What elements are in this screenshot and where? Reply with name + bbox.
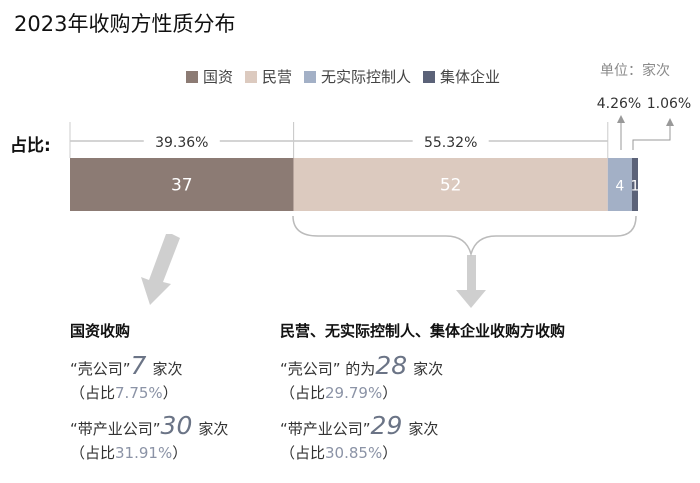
bar-value-label-3: 1: [631, 179, 640, 195]
right-block-industry-line: “带产业公司”29 家次: [280, 411, 565, 440]
legend-label: 集体企业: [440, 68, 501, 86]
bar-value-label-2: 4: [615, 179, 624, 195]
share-label-0: 39.36%: [155, 135, 208, 151]
right-shell-share-pct: 29.79%: [325, 384, 383, 402]
right-industry-share-prefix: （占比: [280, 444, 326, 462]
legend: 国资 民营 无实际控制人 集体企业: [186, 66, 500, 87]
legend-item-no-controller: 无实际控制人: [304, 66, 411, 87]
bar-value-label-0: 37: [171, 176, 193, 196]
legend-label: 无实际控制人: [321, 68, 412, 86]
right-shell-share-prefix: （占比: [280, 384, 326, 402]
legend-swatch: [186, 70, 198, 83]
share-label-2: 4.26%: [597, 96, 641, 112]
left-shell-count: 7: [130, 351, 147, 380]
left-industry-share-pct: 31.91%: [115, 444, 173, 462]
unit-label: 单位：家次: [600, 63, 670, 79]
left-industry-count: 30: [160, 411, 193, 440]
right-block-shell-line: “壳公司” 的为28 家次: [280, 351, 565, 380]
right-industry-share-pct: 30.85%: [325, 444, 383, 462]
legend-swatch: [304, 70, 317, 83]
left-industry-share-suffix: ）: [172, 444, 188, 462]
share-label-bg-1: [412, 131, 489, 151]
bar-segment-0: [70, 158, 294, 211]
legend-item-guozi: 国资: [186, 66, 233, 87]
down-arrow-right-icon: [456, 255, 486, 308]
right-block-title: 民营、无实际控制人、集体企业收购方收购: [280, 322, 566, 340]
right-shell-share-suffix: ）: [382, 384, 398, 402]
left-block-industry-share: （占比31.91%）: [70, 442, 228, 463]
legend-swatch: [423, 70, 436, 83]
right-shell-count: 28: [375, 351, 408, 380]
left-block-title: 国资收购: [70, 322, 131, 340]
bar-value-label-1: 52: [440, 176, 462, 196]
share-label-1: 55.32%: [424, 135, 477, 151]
legend-swatch: [245, 70, 258, 83]
right-industry-count: 29: [370, 411, 403, 440]
left-shell-share-prefix: （占比: [70, 384, 116, 402]
right-industry-prefix: “带产业公司”: [280, 420, 371, 438]
chart-title: 2023年收购方性质分布: [14, 12, 236, 36]
right-block-shell-share: （占比29.79%）: [280, 382, 565, 403]
left-block: 国资收购 “壳公司”7 家次 （占比7.75%） “带产业公司”30 家次 （占比3…: [70, 320, 228, 463]
legend-label: 国资: [203, 68, 234, 86]
left-shell-share-suffix: ）: [162, 384, 178, 402]
legend-item-collective: 集体企业: [423, 66, 500, 87]
left-shell-suffix: 家次: [152, 360, 183, 378]
left-block-shell-share: （占比7.75%）: [70, 382, 228, 403]
left-industry-suffix: 家次: [198, 420, 229, 438]
ratio-label: 占比:: [10, 136, 51, 156]
callout-arrow-icon: [632, 124, 671, 150]
right-industry-suffix: 家次: [408, 420, 439, 438]
share-label-3: 1.06%: [647, 96, 691, 112]
down-arrow-left-icon: [141, 234, 180, 305]
left-industry-share-prefix: （占比: [70, 444, 116, 462]
left-block-shell-line: “壳公司”7 家次: [70, 351, 228, 380]
left-block-industry-line: “带产业公司”30 家次: [70, 411, 228, 440]
bar-segment-2: [607, 158, 632, 211]
callout-arrowhead-icon: [617, 115, 625, 123]
right-block-industry-share: （占比30.85%）: [280, 442, 565, 463]
left-shell-prefix: “壳公司”: [70, 360, 131, 378]
callout-arrowhead-icon: [666, 118, 674, 126]
right-block: 民营、无实际控制人、集体企业收购方收购 “壳公司” 的为28 家次 （占比29.7…: [280, 320, 565, 463]
left-industry-prefix: “带产业公司”: [70, 420, 161, 438]
brace-shape: [292, 215, 637, 257]
legend-label: 民营: [262, 68, 293, 86]
share-label-bg-0: [143, 131, 220, 151]
left-shell-share-pct: 7.75%: [115, 384, 163, 402]
right-shell-prefix: “壳公司” 的为: [280, 360, 376, 378]
bar-segment-3: [631, 158, 638, 211]
right-shell-suffix: 家次: [413, 360, 444, 378]
bar-segment-1: [293, 158, 608, 211]
legend-item-minying: 民营: [245, 66, 292, 87]
right-industry-share-suffix: ）: [382, 444, 398, 462]
